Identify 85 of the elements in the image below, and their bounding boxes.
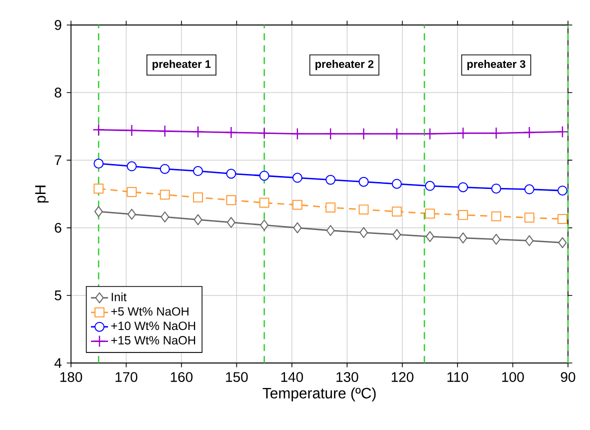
- legend-label: +10 Wt% NaOH: [111, 322, 196, 330]
- point: [326, 225, 335, 236]
- point: [458, 210, 468, 220]
- point: [523, 126, 536, 139]
- point: [260, 220, 269, 231]
- point: [358, 176, 369, 187]
- y-tick-label: 7: [54, 155, 62, 165]
- x-tick-label: 120: [392, 372, 414, 382]
- point: [491, 184, 502, 194]
- point: [94, 206, 103, 218]
- point: [160, 164, 170, 174]
- point: [293, 222, 302, 234]
- x-tick-label: 110: [447, 372, 468, 382]
- y-tick-label: 4: [54, 358, 62, 368]
- point: [259, 198, 270, 208]
- point: [259, 170, 270, 181]
- point: [126, 161, 137, 172]
- point: [126, 124, 138, 137]
- point: [557, 186, 568, 196]
- point: [94, 184, 104, 194]
- y-tick-label: 5: [54, 290, 62, 300]
- point: [192, 126, 204, 138]
- point: [160, 212, 170, 222]
- point: [491, 211, 502, 222]
- x-tick-label: 170: [116, 372, 138, 382]
- point: [326, 202, 336, 213]
- point: [193, 166, 203, 176]
- point: [126, 186, 137, 197]
- x-tick-label: 100: [502, 372, 524, 382]
- point: [458, 232, 468, 244]
- point: [258, 127, 270, 140]
- point: [292, 172, 302, 183]
- point: [158, 125, 171, 138]
- point: [92, 124, 105, 136]
- point: [193, 192, 203, 202]
- point: [557, 214, 568, 224]
- point: [524, 212, 534, 223]
- y-tick-label: 9: [54, 20, 62, 30]
- point: [128, 208, 136, 220]
- legend-label: +5 Wt% NaOH: [111, 307, 188, 316]
- point: [291, 128, 304, 140]
- point: [492, 234, 500, 245]
- legend-label: Init: [112, 292, 127, 302]
- point: [556, 126, 569, 138]
- point: [324, 128, 337, 140]
- point: [424, 208, 435, 219]
- point: [194, 214, 202, 226]
- point: [392, 206, 402, 217]
- point: [226, 216, 236, 228]
- annotation: preheater 3: [467, 60, 526, 70]
- x-tick-label: 90: [560, 372, 576, 382]
- point: [458, 182, 468, 192]
- x-tick-label: 140: [281, 372, 303, 382]
- point: [390, 128, 403, 140]
- point: [426, 231, 434, 242]
- point: [392, 178, 402, 189]
- point: [558, 237, 567, 248]
- point: [226, 168, 236, 179]
- x-tick-label: 180: [60, 372, 82, 382]
- x-axis-title: Temperature (ºC): [262, 387, 376, 402]
- y-axis-title: pH: [35, 186, 49, 203]
- point: [456, 127, 470, 140]
- point: [292, 200, 302, 210]
- legend-label: +15 Wt% NaOH: [111, 336, 196, 344]
- point: [94, 158, 104, 169]
- point: [226, 195, 236, 206]
- point: [358, 204, 369, 215]
- point: [160, 190, 170, 200]
- annotation: preheater 2: [316, 60, 374, 70]
- point: [225, 126, 238, 139]
- x-tick-label: 150: [226, 372, 248, 382]
- annotation: preheater 1: [152, 60, 211, 70]
- point: [490, 127, 502, 140]
- y-tick-label: 6: [54, 222, 62, 233]
- point: [392, 229, 402, 240]
- point: [524, 184, 534, 194]
- x-tick-label: 160: [170, 372, 193, 382]
- point: [424, 128, 436, 140]
- x-tick-label: 130: [336, 372, 358, 382]
- point: [424, 180, 435, 191]
- point: [525, 235, 534, 246]
- point: [358, 128, 370, 140]
- point: [326, 174, 336, 185]
- y-tick-label: 8: [54, 88, 62, 98]
- point: [359, 227, 368, 238]
